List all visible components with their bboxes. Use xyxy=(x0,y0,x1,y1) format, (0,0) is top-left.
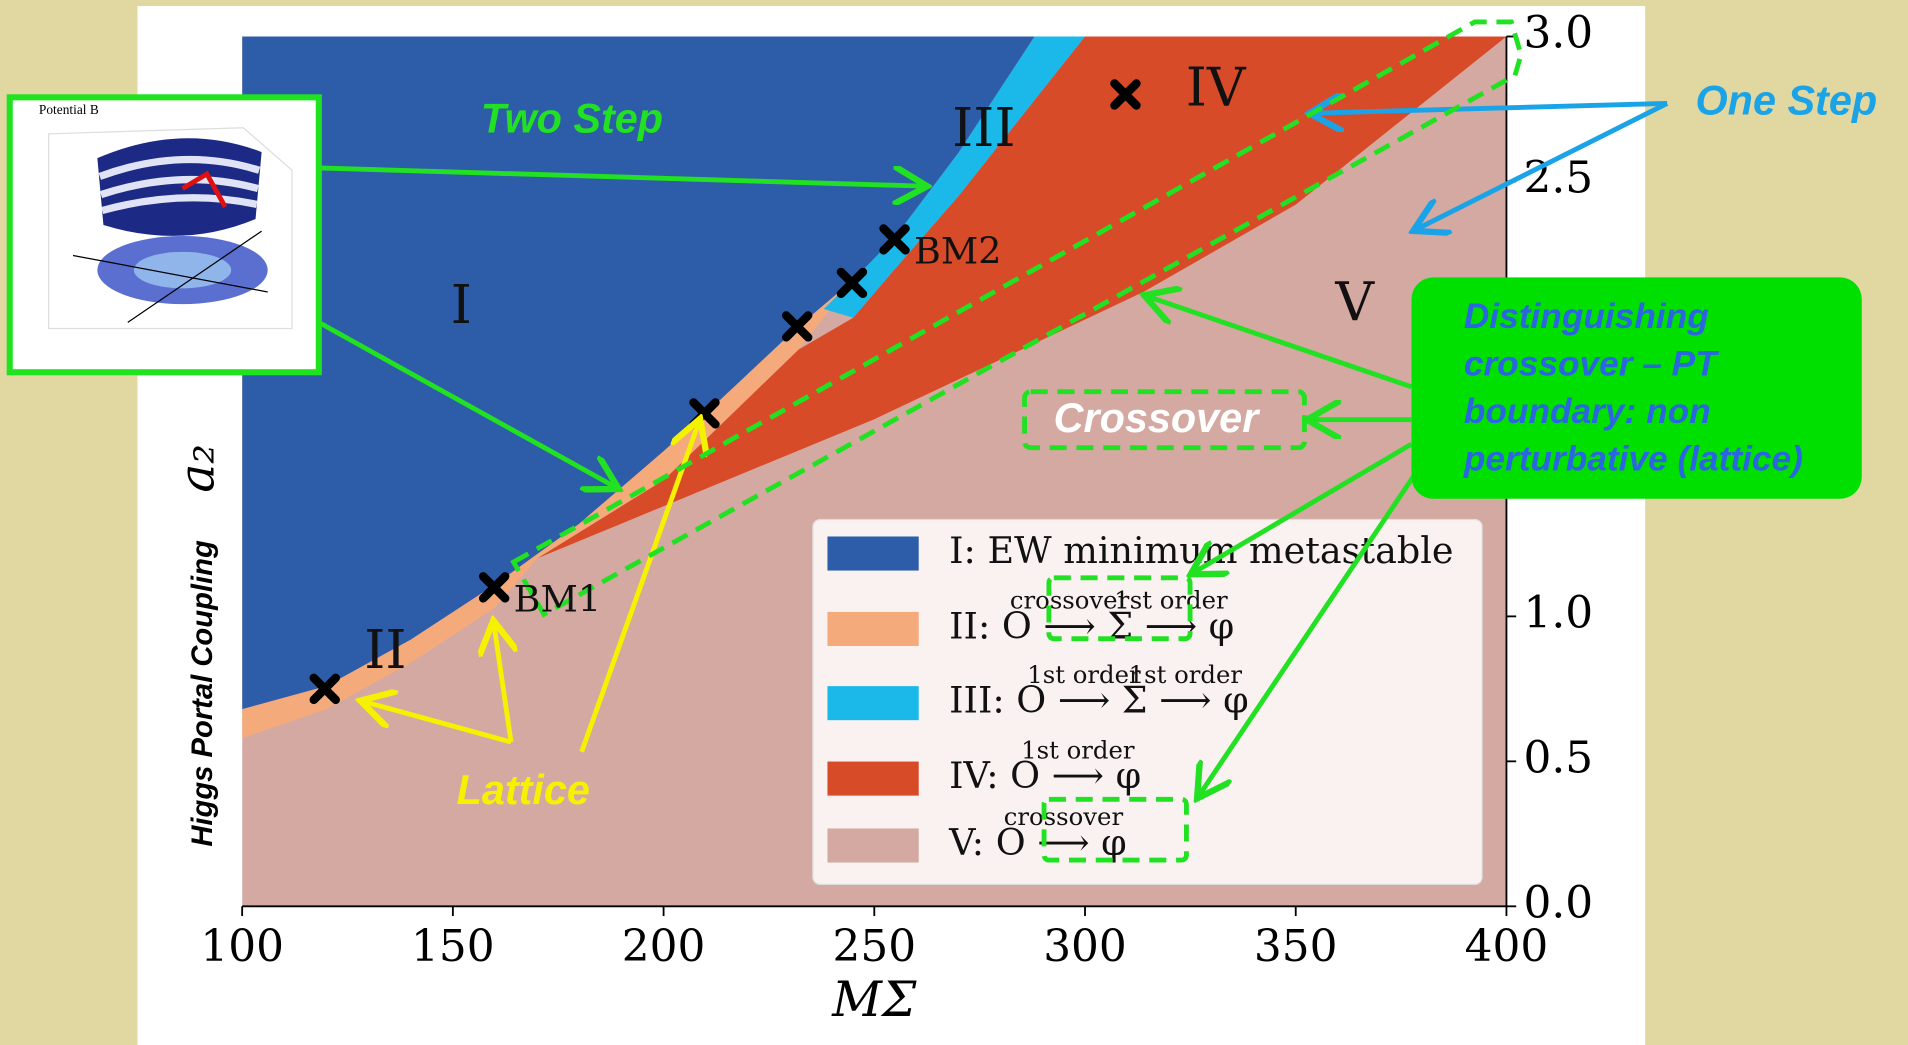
arrow xyxy=(318,165,923,186)
annotation: Two Step xyxy=(481,96,663,142)
inset-box xyxy=(48,127,293,330)
benchmark-point xyxy=(1110,79,1141,110)
callout-text: perturbative (lattice) xyxy=(1463,439,1803,478)
legend-arrow-label: 1st order xyxy=(1129,660,1243,689)
arrow xyxy=(1418,101,1669,228)
legend-box xyxy=(812,518,1483,886)
callout-text: crossover – PT xyxy=(1464,344,1720,383)
benchmark-point xyxy=(309,673,340,705)
legend-swatch xyxy=(827,686,919,721)
arrow xyxy=(1149,297,1413,390)
x-tick-label: 100 xyxy=(200,921,284,972)
region-label: III xyxy=(952,96,1015,159)
y-axis-label: a₂ xyxy=(169,444,225,493)
x-tick-label: 350 xyxy=(1254,921,1338,972)
side-label: Higgs Portal Coupling xyxy=(187,540,219,847)
arrow xyxy=(1200,467,1421,794)
legend-arrow-label: crossover xyxy=(1010,586,1130,615)
inset-contour xyxy=(133,251,232,289)
legend-arrow-label: crossover xyxy=(1004,802,1124,831)
arrow xyxy=(579,423,699,753)
legend-arrow-label: 1st order xyxy=(1027,660,1141,689)
y-tick-label: 3.0 xyxy=(1523,7,1593,58)
annotation: One Step xyxy=(1696,77,1878,123)
y-tick-label: 1.0 xyxy=(1523,587,1593,638)
legend-swatch xyxy=(827,536,919,571)
legend-swatch xyxy=(827,828,919,863)
y-tick-label: 2.5 xyxy=(1523,152,1593,203)
dashed-boxes xyxy=(510,19,1524,863)
benchmark-label: BM1 xyxy=(514,577,601,620)
dashed-box xyxy=(510,19,1524,618)
region xyxy=(242,280,854,739)
benchmark-point xyxy=(836,267,868,299)
legend-label: V: O ⟶ φ xyxy=(948,821,1127,864)
benchmark-point xyxy=(478,572,510,603)
arrow xyxy=(1195,441,1413,572)
region xyxy=(537,36,1507,559)
x-tick-label: 400 xyxy=(1465,921,1549,972)
dashed-box xyxy=(1046,575,1193,642)
legend-arrow-label: 1st order xyxy=(1021,735,1135,764)
region-label: I xyxy=(451,273,472,336)
arrow xyxy=(1314,103,1668,113)
x-tick-label: 250 xyxy=(832,921,916,972)
dashed-box xyxy=(1041,796,1189,863)
y-tick-label: 0.5 xyxy=(1523,732,1593,783)
legend-swatch xyxy=(827,761,919,796)
callout-text: Distinguishing xyxy=(1464,297,1709,336)
inset-stripes xyxy=(98,155,261,214)
legend-label: III: O ⟶ Σ ⟶ φ xyxy=(949,679,1249,722)
legend-label: IV: O ⟶ φ xyxy=(949,754,1141,797)
region-label: II xyxy=(364,618,406,681)
legend-arrow-label: 1st order xyxy=(1114,586,1228,615)
annotation: Lattice xyxy=(457,767,590,813)
region xyxy=(242,36,1035,710)
x-tick-label: 200 xyxy=(622,921,706,972)
inset: Potential B xyxy=(6,94,322,376)
callout-box xyxy=(1411,277,1862,499)
inset-title: Potential B xyxy=(39,102,99,117)
benchmark-label: BM2 xyxy=(914,230,1001,273)
legend-swatch xyxy=(827,611,919,646)
x-axis-label: MΣ xyxy=(831,972,917,1028)
arrow xyxy=(317,320,615,486)
region-label: V xyxy=(1334,270,1375,333)
inset-path xyxy=(181,170,228,208)
callout: Distinguishing crossover – PT boundary: no… xyxy=(1463,297,1803,478)
x-tick-label: 150 xyxy=(411,921,495,972)
inset-axes xyxy=(72,230,268,323)
callout-text: boundary: non xyxy=(1464,392,1711,431)
arrow xyxy=(494,625,511,743)
arrow xyxy=(365,702,512,745)
annotation: Crossover xyxy=(1054,395,1261,441)
y-tick-label: 0.0 xyxy=(1523,877,1593,928)
region-label: IV xyxy=(1186,56,1247,119)
benchmark-point xyxy=(879,224,910,255)
x-tick-label: 300 xyxy=(1043,921,1127,972)
benchmark-point xyxy=(781,311,813,342)
arrows xyxy=(317,101,1669,794)
